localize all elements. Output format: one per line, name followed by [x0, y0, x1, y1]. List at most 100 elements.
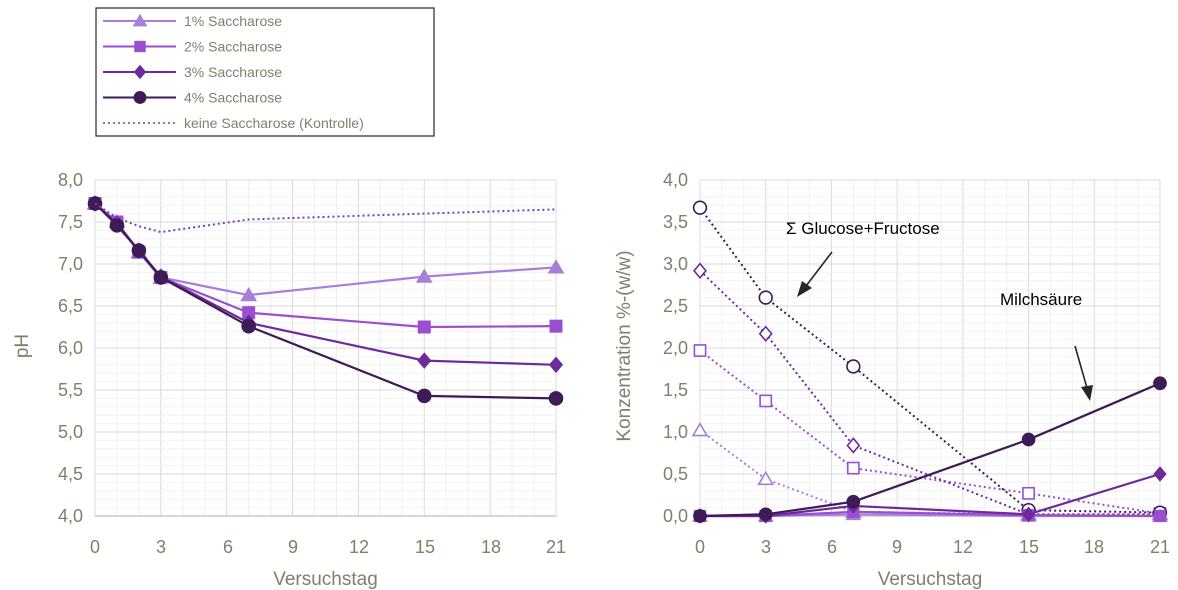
arrowhead-icon [797, 281, 812, 297]
data-point [1021, 432, 1036, 447]
y-tick-label: 5,5 [58, 380, 83, 400]
y-tick-label: 0,5 [663, 464, 688, 484]
data-point [692, 200, 708, 215]
y-tick-label: 0,0 [663, 506, 688, 526]
data-point [757, 470, 775, 486]
series-4 [692, 200, 1168, 520]
data-point [846, 461, 860, 475]
data-point [547, 259, 565, 274]
x-tick-label: 0 [90, 537, 100, 557]
y-tick-label: 7,0 [58, 254, 83, 274]
series-line [699, 349, 1161, 515]
series-1 [691, 422, 1169, 521]
x-tick-label: 3 [761, 537, 771, 557]
x-tick-label: 9 [892, 537, 902, 557]
data-point [241, 318, 256, 334]
data-point [153, 270, 169, 285]
data-point [846, 437, 861, 454]
y-tick-label: 3,0 [663, 254, 688, 274]
data-point [1153, 509, 1167, 523]
data-point [691, 422, 709, 437]
data-point [415, 268, 433, 283]
data-point [846, 359, 861, 374]
data-point [131, 243, 147, 258]
x-tick-label: 15 [415, 537, 435, 557]
data-point [1153, 376, 1167, 391]
series-4 [87, 196, 564, 406]
data-point [693, 344, 707, 357]
data-point [416, 388, 432, 404]
legend-label: keine Saccharose (Kontrolle) [184, 115, 364, 131]
legend-marker-circle-icon [133, 91, 147, 104]
data-point [1021, 506, 1036, 523]
series-line [699, 207, 1161, 514]
series-line [699, 429, 1160, 516]
x-axis-title: Versuchstag [878, 569, 983, 590]
y-tick-label: 1,0 [663, 422, 688, 442]
annotation-lactic-acid: Milchsäure [1000, 290, 1082, 309]
data-point [759, 394, 773, 408]
data-point [693, 509, 707, 523]
legend-marker-diamond-icon [133, 64, 147, 80]
data-point [417, 320, 431, 334]
x-tick-label: 6 [223, 537, 233, 557]
legend-marker-triangle-icon [132, 13, 148, 27]
chart-panel-1: 4,0 4,5 5,0 5,5 6,0 6,5 7,0 7,5 8,0 0 3 6 9 12 15 18 21 V… [12, 170, 566, 590]
legend-label: 3% Saccharose [184, 64, 282, 80]
series-5 [94, 202, 557, 234]
x-tick-label: 3 [156, 537, 166, 557]
legend: 1% Saccharose 2% Saccharose 3% Saccharose 4… [95, 7, 435, 137]
data-point [1153, 466, 1167, 482]
x-tick-label: 12 [349, 537, 369, 557]
data-point [240, 286, 258, 302]
x-tick-label: 9 [288, 537, 298, 557]
x-tick-label: 21 [546, 537, 566, 557]
series-line [94, 202, 557, 400]
x-tick-label: 6 [827, 537, 837, 557]
grid [699, 179, 1161, 517]
legend-marker-square-icon [134, 40, 146, 53]
y-axis-title: Konzentration %-(w/w) [614, 250, 635, 441]
x-tick-label: 18 [481, 537, 501, 557]
legend-item: 3% Saccharose [103, 64, 282, 80]
y-tick-label: 2,0 [663, 338, 688, 358]
y-tick-label: 1,5 [663, 380, 688, 400]
y-tick-label: 4,0 [58, 506, 83, 526]
x-tick-label: 0 [695, 537, 705, 557]
legend-label: 4% Saccharose [184, 90, 282, 106]
x-axis-title: Versuchstag [273, 569, 378, 590]
data-point [548, 356, 564, 374]
y-tick-label: 8,0 [58, 170, 83, 190]
arrowhead-icon [1081, 385, 1093, 401]
series-line [94, 202, 557, 234]
data-point [417, 352, 432, 369]
y-tick-label: 4,5 [58, 464, 83, 484]
data-point [1022, 486, 1035, 500]
annotation-arrows [797, 251, 1093, 401]
y-tick-label: 6,5 [58, 296, 83, 316]
x-tick-label: 15 [1019, 537, 1039, 557]
data-point [758, 325, 773, 342]
legend-item: 4% Saccharose [103, 90, 282, 106]
chart-panel-2: 0,0 0,5 1,0 1,5 2,0 2,5 3,0 3,5 4,0 0 3 6 9 12 15 18 21 V… [614, 170, 1170, 590]
y-tick-label: 4,0 [663, 170, 688, 190]
series-line [699, 269, 1160, 516]
x-tick-label: 12 [953, 537, 973, 557]
y-tick-label: 6,0 [58, 338, 83, 358]
x-tick-label: 21 [1150, 537, 1170, 557]
data-point [549, 319, 563, 333]
series-1 [86, 195, 565, 302]
series-8 [693, 376, 1167, 523]
y-tick-label: 2,5 [663, 296, 688, 316]
annotation-sugar: Σ Glucose+Fructose [786, 219, 940, 238]
y-tick-label: 7,5 [58, 212, 83, 232]
data-point [548, 391, 564, 406]
legend-item: 1% Saccharose [103, 13, 282, 29]
grid [94, 179, 557, 517]
y-axis-title: pH [12, 334, 33, 358]
legend-label: 2% Saccharose [184, 39, 282, 55]
x-tick-label: 18 [1084, 537, 1104, 557]
data-point [693, 262, 707, 279]
data-point [758, 290, 773, 305]
series-line [94, 202, 557, 366]
